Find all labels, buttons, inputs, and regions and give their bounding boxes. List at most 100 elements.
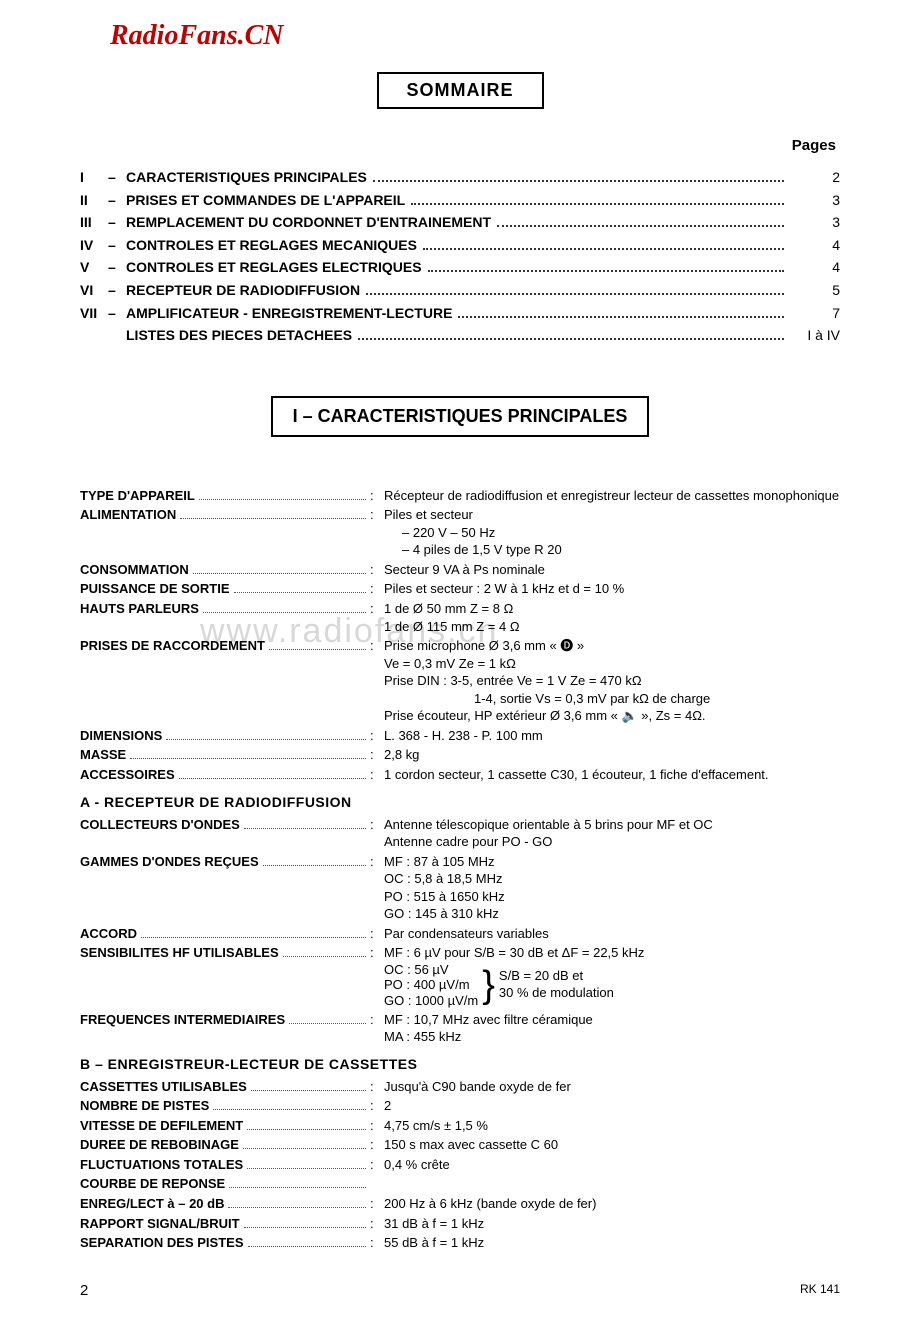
toc-num: I — [80, 168, 108, 188]
spec-row: GAMMES D'ONDES REÇUES:MF : 87 à 105 MHzO… — [80, 853, 840, 923]
spec-label: ACCESSOIRES — [80, 766, 175, 784]
page-footer: 2 RK 141 — [80, 1282, 840, 1299]
spec-value: MF : 10,7 MHz avec filtre céramiqueMA : … — [384, 1011, 840, 1046]
spec-row: COURBE DE REPONSE — [80, 1175, 840, 1193]
specs-b: CASSETTES UTILISABLES:Jusqu'à C90 bande … — [80, 1078, 840, 1252]
spec-label: RAPPORT SIGNAL/BRUIT — [80, 1215, 240, 1233]
toc-dash: – — [108, 213, 126, 233]
toc-dash: – — [108, 258, 126, 278]
spec-row: VITESSE DE DEFILEMENT:4,75 cm/s ± 1,5 % — [80, 1117, 840, 1135]
spec-label: ENREG/LECT à – 20 dB — [80, 1195, 224, 1213]
toc-title: REMPLACEMENT DU CORDONNET D'ENTRAINEMENT — [126, 213, 491, 233]
toc-title: AMPLIFICATEUR - ENREGISTREMENT-LECTURE — [126, 304, 452, 324]
spec-colon: : — [370, 816, 384, 834]
toc-page: 4 — [790, 236, 840, 256]
toc-row: III–REMPLACEMENT DU CORDONNET D'ENTRAINE… — [80, 213, 840, 233]
spec-row: MASSE:2,8 kg — [80, 746, 840, 764]
spec-row: FLUCTUATIONS TOTALES:0,4 % crête — [80, 1156, 840, 1174]
toc-row: VII–AMPLIFICATEUR - ENREGISTREMENT-LECTU… — [80, 304, 840, 324]
spec-colon: : — [370, 600, 384, 618]
spec-value: Secteur 9 VA à Ps nominale — [384, 561, 840, 579]
spec-value: 1 de Ø 50 mm Z = 8 Ω1 de Ø 115 mm Z = 4 … — [384, 600, 840, 635]
toc-num: III — [80, 213, 108, 233]
spec-value: Piles et secteur : 2 W à 1 kHz et d = 10… — [384, 580, 840, 598]
spec-row: CASSETTES UTILISABLES:Jusqu'à C90 bande … — [80, 1078, 840, 1096]
toc-page: 3 — [790, 191, 840, 211]
spec-label: TYPE D'APPAREIL — [80, 487, 195, 505]
spec-row: PRISES DE RACCORDEMENT:Prise microphone … — [80, 637, 840, 725]
spec-colon: : — [370, 727, 384, 745]
spec-value: 2,8 kg — [384, 746, 840, 764]
spec-label: ALIMENTATION — [80, 506, 176, 524]
spec-label: HAUTS PARLEURS — [80, 600, 199, 618]
toc-page: 5 — [790, 281, 840, 301]
spec-colon: : — [370, 561, 384, 579]
spec-value: 1 cordon secteur, 1 cassette C30, 1 écou… — [384, 766, 840, 784]
spec-colon: : — [370, 580, 384, 598]
spec-value: 0,4 % crête — [384, 1156, 840, 1174]
spec-label: FREQUENCES INTERMEDIAIRES — [80, 1011, 285, 1029]
page-number: 2 — [80, 1282, 88, 1299]
toc-dash: – — [108, 191, 126, 211]
spec-row: ALIMENTATION:Piles et secteur– 220 V – 5… — [80, 506, 840, 559]
spec-label: PUISSANCE DE SORTIE — [80, 580, 230, 598]
watermark-top: RadioFans.CN — [110, 20, 840, 52]
toc-dash: – — [108, 236, 126, 256]
toc-num: VII — [80, 304, 108, 324]
specs-main: TYPE D'APPAREIL:Récepteur de radiodiffus… — [80, 487, 840, 784]
spec-value: Récepteur de radiodiffusion et enregistr… — [384, 487, 840, 505]
spec-label: MASSE — [80, 746, 126, 764]
spec-row: DIMENSIONS:L. 368 - H. 238 - P. 100 mm — [80, 727, 840, 745]
spec-colon: : — [370, 1097, 384, 1115]
spec-label: GAMMES D'ONDES REÇUES — [80, 853, 259, 871]
subsection-a-title: A - RECEPTEUR DE RADIODIFFUSION — [80, 794, 840, 810]
spec-value: Jusqu'à C90 bande oxyde de fer — [384, 1078, 840, 1096]
spec-colon: : — [370, 925, 384, 943]
spec-row: DUREE DE REBOBINAGE:150 s max avec casse… — [80, 1136, 840, 1154]
toc-title: LISTES DES PIECES DETACHEES — [126, 326, 352, 346]
toc-row: V–CONTROLES ET REGLAGES ELECTRIQUES4 — [80, 258, 840, 278]
spec-colon: : — [370, 1136, 384, 1154]
spec-colon: : — [370, 506, 384, 524]
spec-colon: : — [370, 637, 384, 655]
toc-num: II — [80, 191, 108, 211]
spec-row: ACCORD:Par condensateurs variables — [80, 925, 840, 943]
toc-row: II–PRISES ET COMMANDES DE L'APPAREIL3 — [80, 191, 840, 211]
spec-label: PRISES DE RACCORDEMENT — [80, 637, 265, 655]
spec-row: SENSIBILITES HF UTILISABLES:MF : 6 µV po… — [80, 944, 840, 1008]
spec-colon: : — [370, 487, 384, 505]
toc-title: CARACTERISTIQUES PRINCIPALES — [126, 168, 367, 188]
spec-row: PUISSANCE DE SORTIE:Piles et secteur : 2… — [80, 580, 840, 598]
spec-colon: : — [370, 1234, 384, 1252]
toc-dash: – — [108, 281, 126, 301]
spec-row: HAUTS PARLEURS:1 de Ø 50 mm Z = 8 Ω1 de … — [80, 600, 840, 635]
spec-row: ACCESSOIRES:1 cordon secteur, 1 cassette… — [80, 766, 840, 784]
spec-value: Prise microphone Ø 3,6 mm « 🅓 »Ve = 0,3 … — [384, 637, 840, 725]
spec-row: CONSOMMATION:Secteur 9 VA à Ps nominale — [80, 561, 840, 579]
toc-dash: – — [108, 168, 126, 188]
toc-row: LISTES DES PIECES DETACHEESI à IV — [80, 326, 840, 346]
spec-colon: : — [370, 746, 384, 764]
spec-value: Piles et secteur– 220 V – 50 Hz– 4 piles… — [384, 506, 840, 559]
spec-label: CASSETTES UTILISABLES — [80, 1078, 247, 1096]
spec-value: MF : 87 à 105 MHzOC : 5,8 à 18,5 MHzPO :… — [384, 853, 840, 923]
spec-label: FLUCTUATIONS TOTALES — [80, 1156, 243, 1174]
toc-page: 3 — [790, 213, 840, 233]
spec-colon: : — [370, 766, 384, 784]
toc-row: VI–RECEPTEUR DE RADIODIFFUSION5 — [80, 281, 840, 301]
toc-num: VI — [80, 281, 108, 301]
spec-label: ACCORD — [80, 925, 137, 943]
spec-label: SEPARATION DES PISTES — [80, 1234, 244, 1252]
spec-colon: : — [370, 1011, 384, 1029]
spec-colon: : — [370, 1117, 384, 1135]
spec-value: 55 dB à f = 1 kHz — [384, 1234, 840, 1252]
toc-page: 7 — [790, 304, 840, 324]
spec-row: FREQUENCES INTERMEDIAIRES:MF : 10,7 MHz … — [80, 1011, 840, 1046]
toc-page: 2 — [790, 168, 840, 188]
spec-label: COURBE DE REPONSE — [80, 1175, 225, 1193]
toc-num: IV — [80, 236, 108, 256]
sommaire-title: SOMMAIRE — [377, 72, 544, 109]
spec-value: 2 — [384, 1097, 840, 1115]
spec-colon: : — [370, 1156, 384, 1174]
subsection-b-title: B – ENREGISTREUR-LECTEUR DE CASSETTES — [80, 1056, 840, 1072]
